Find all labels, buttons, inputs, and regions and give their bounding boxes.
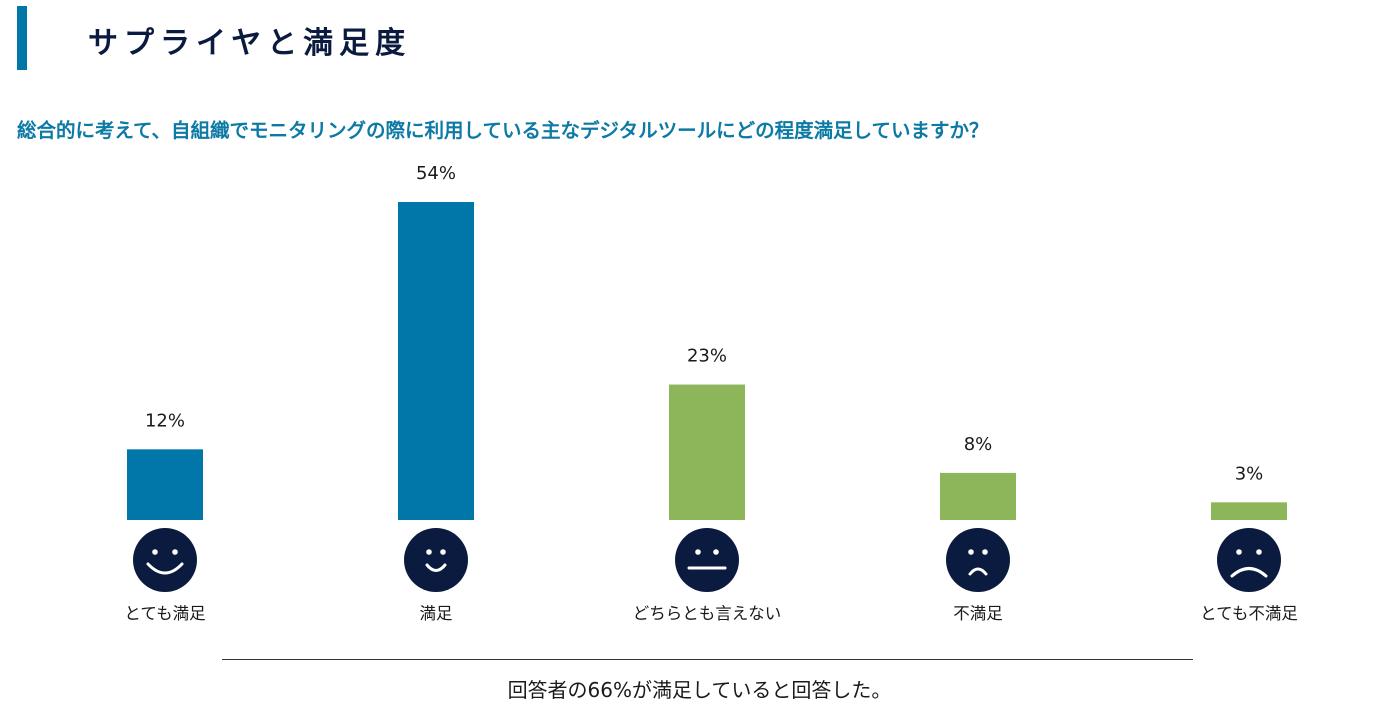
face-eye	[982, 549, 988, 555]
face-mouth	[425, 563, 447, 572]
face-eye	[1236, 549, 1242, 555]
satisfaction-bar-chart: 12% とても満足 54% 満足 23% どちらとも言えない 8% 不満足 3% とても不満足	[124, 163, 1298, 623]
bar-2	[398, 202, 474, 520]
summary-divider	[222, 659, 1193, 660]
face-circle	[1217, 528, 1281, 592]
category-label: 不満足	[953, 604, 1003, 623]
title-accent-bar	[17, 6, 27, 70]
face-mouth	[1230, 567, 1268, 578]
value-label: 23%	[687, 346, 727, 367]
face-eye	[968, 549, 974, 555]
happy-face-icon	[404, 528, 468, 592]
face-eye	[1256, 549, 1262, 555]
very-happy-face-icon	[133, 528, 197, 592]
face-circle	[404, 528, 468, 592]
value-label: 8%	[964, 434, 993, 455]
bar-1	[127, 449, 203, 520]
face-mouth	[146, 562, 184, 575]
face-mouth	[968, 567, 988, 576]
summary-text: 回答者の66%が満足していると回答した。	[507, 678, 892, 702]
very-sad-face-icon	[1217, 528, 1281, 592]
survey-question: 総合的に考えて、自組織でモニタリングの際に利用している主なデジタルツールにどの程…	[17, 119, 989, 142]
bar-5	[1211, 502, 1287, 520]
face-circle	[946, 528, 1010, 592]
face-circle	[133, 528, 197, 592]
value-label: 3%	[1235, 463, 1264, 484]
face-eye	[695, 549, 701, 555]
face-circle	[675, 528, 739, 592]
neutral-face-icon	[675, 528, 739, 592]
face-eye	[426, 549, 432, 555]
bar-4	[940, 472, 1016, 520]
face-eye	[172, 549, 178, 555]
category-label: どちらとも言えない	[633, 604, 782, 623]
face-eye	[152, 549, 158, 555]
face-eye	[440, 549, 446, 555]
category-label: とても不満足	[1200, 604, 1298, 623]
value-label: 54%	[416, 163, 456, 184]
face-eye	[713, 549, 719, 555]
category-label: 満足	[420, 604, 453, 623]
sad-face-icon	[946, 528, 1010, 592]
bar-3	[669, 384, 745, 520]
category-label: とても満足	[124, 604, 205, 623]
value-label: 12%	[145, 410, 185, 431]
page-title: サプライヤと満足度	[88, 26, 412, 61]
